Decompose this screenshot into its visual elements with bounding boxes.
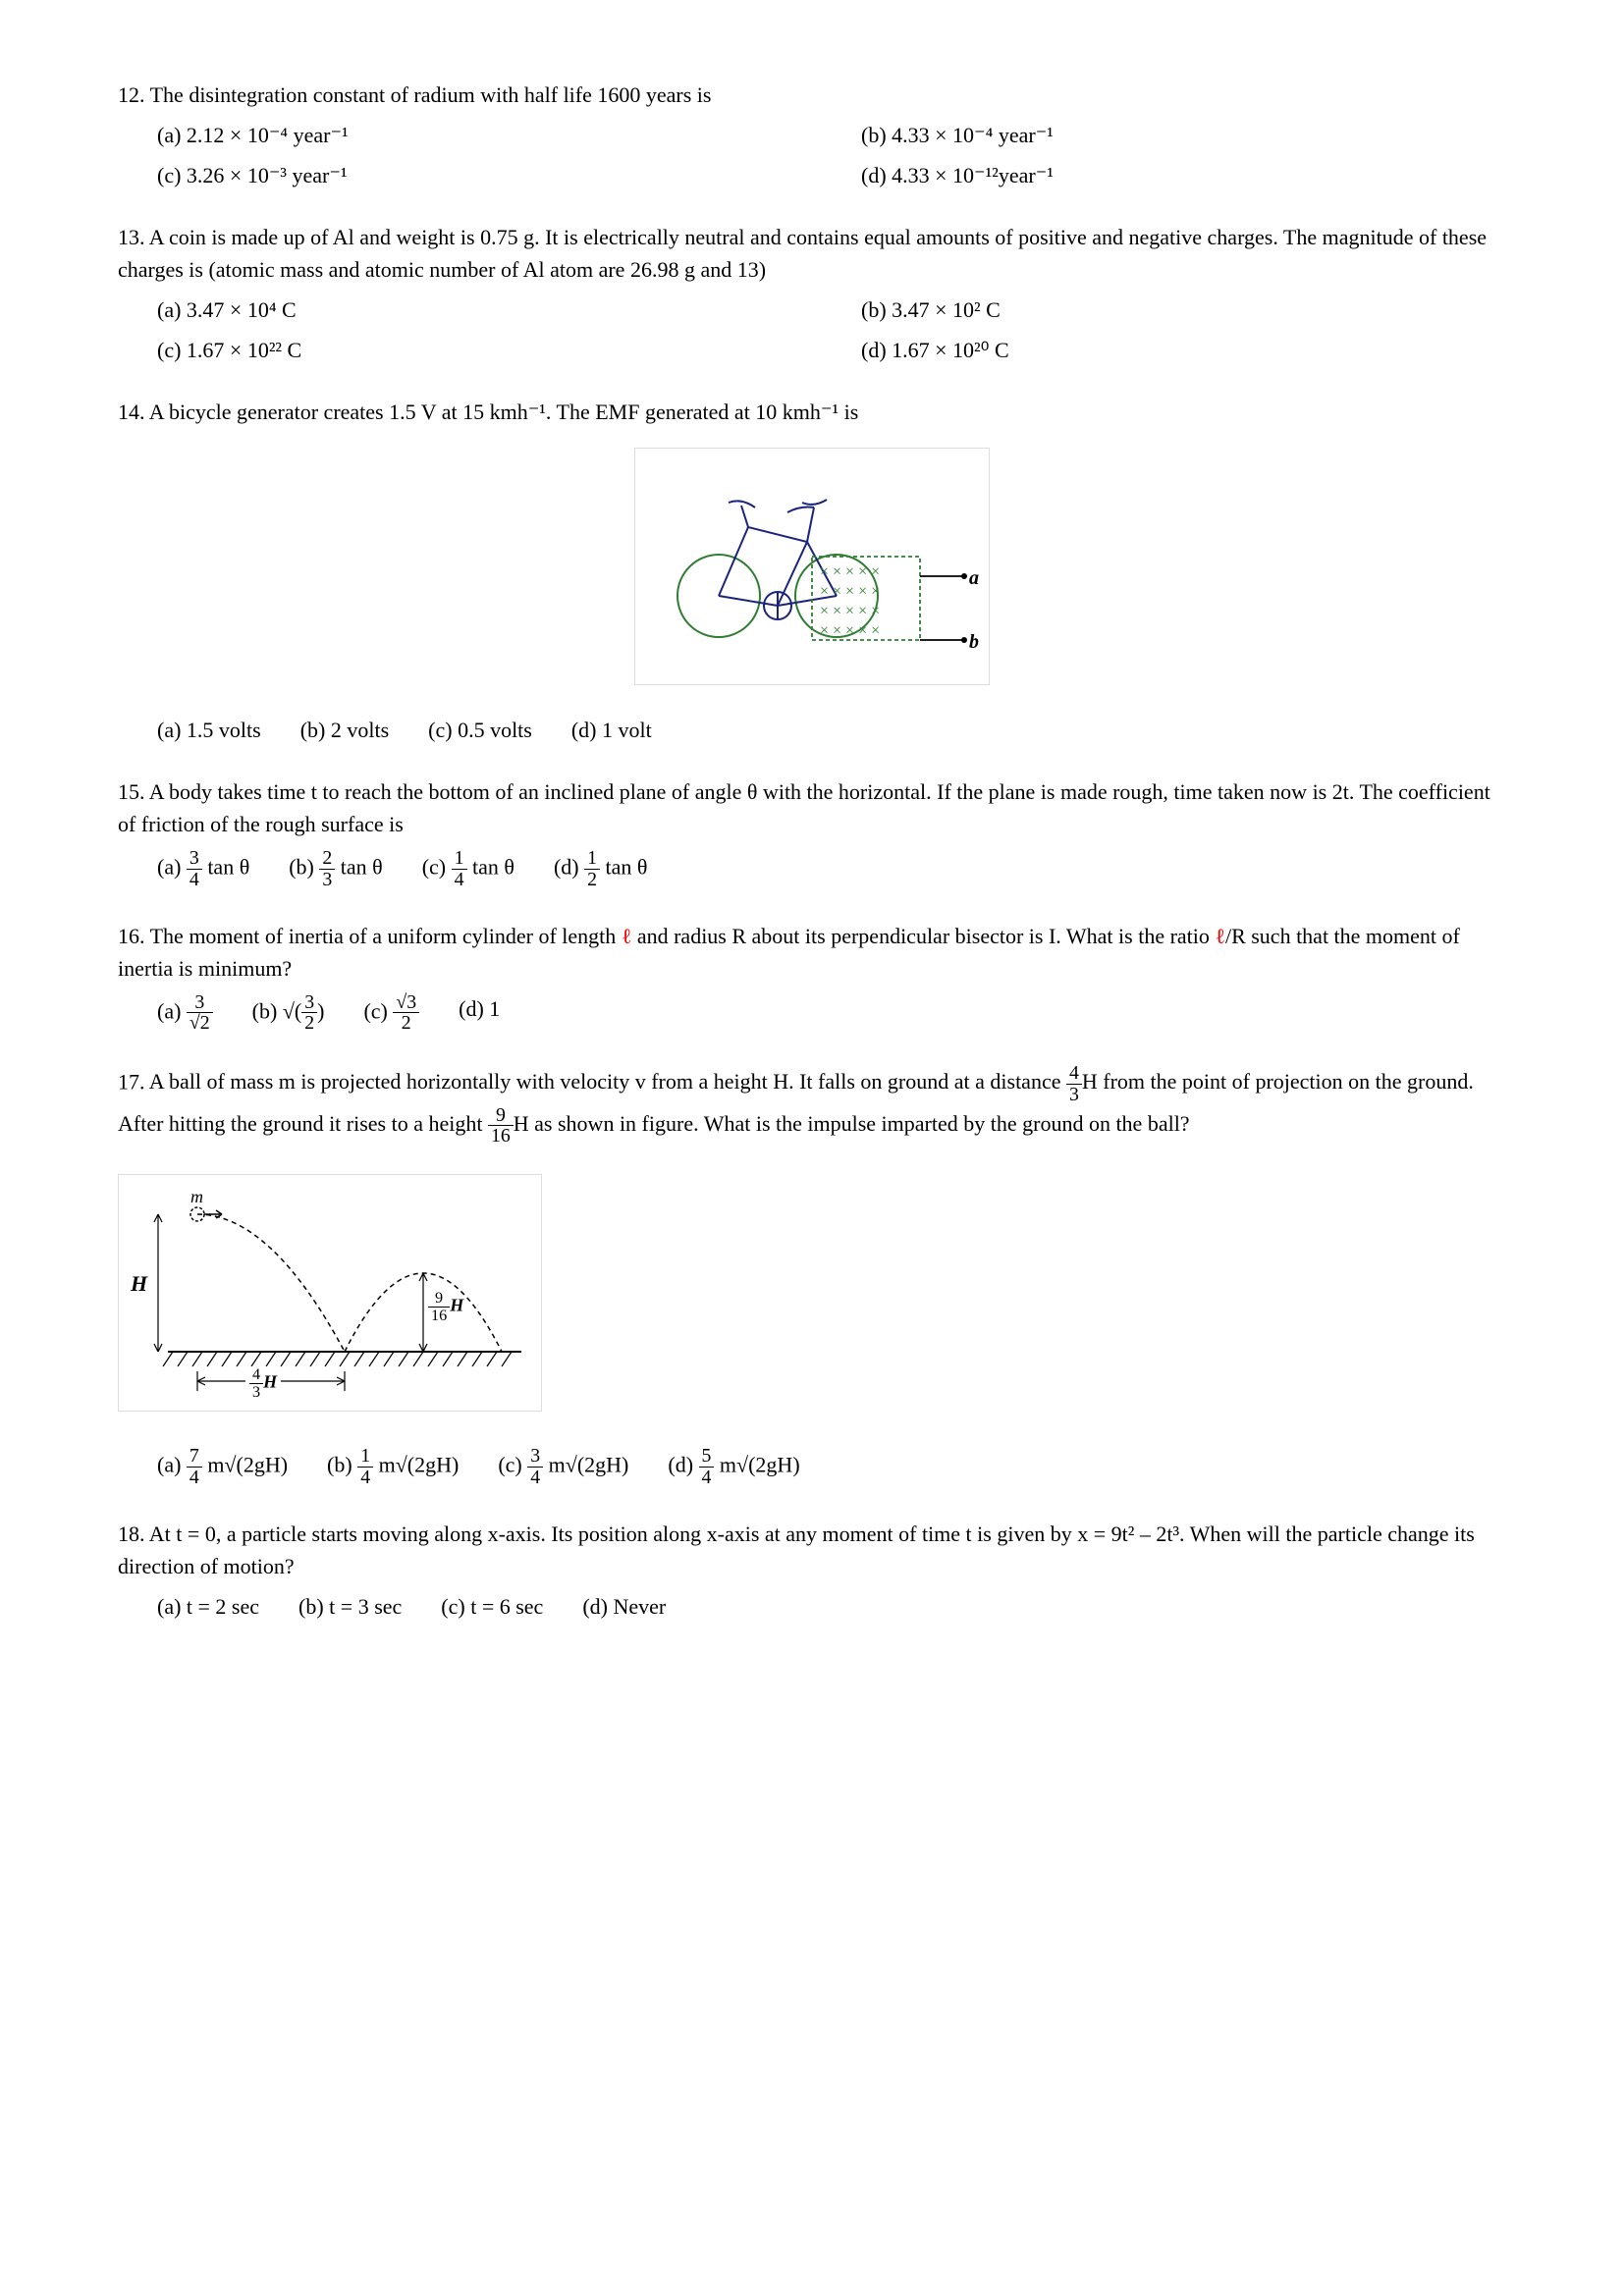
svg-text:× × × × ×: × × × × × [820,583,880,600]
bicycle-diagram: × × × × × × × × × × × × × × × × × × × × … [634,448,990,685]
question-17: 17. A ball of mass m is projected horizo… [118,1063,1506,1488]
q14-header: 14. A bicycle generator creates 1.5 V at… [118,396,1506,428]
question-13: 13. A coin is made up of Al and weight i… [118,221,1506,366]
q12-opt-a: (a) 2.12 × 10⁻⁴ year⁻¹ [157,119,802,151]
q14-opt-c: (c) 0.5 volts [428,714,532,746]
q16-t2: and radius R about its perpendicular bis… [631,924,1215,948]
q12-number: 12. [118,82,145,107]
q15-opt-d: (d) 12 tan θ [554,848,647,890]
q12-header: 12. The disintegration constant of radiu… [118,79,1506,111]
q16-opt-d: (d) 1 [459,992,500,1035]
q16-opt-a: (a) 3√2 [157,992,213,1035]
q15-options: (a) 34 tan θ (b) 23 tan θ (c) 14 tan θ (… [157,848,1506,890]
q16-number: 16. [118,924,145,948]
q16-header: 16. The moment of inertia of a uniform c… [118,920,1506,985]
q17-header: 17. A ball of mass m is projected horizo… [118,1063,1506,1147]
q15-header: 15. A body takes time t to reach the bot… [118,775,1506,840]
q13-text: A coin is made up of Al and weight is 0.… [118,225,1487,282]
q17-opt-d: (d) 54 m√(2gH) [668,1446,799,1488]
q13-opt-a: (a) 3.47 × 10⁴ C [157,294,802,326]
q13-opt-b: (b) 3.47 × 10² C [861,294,1506,326]
q15-text: A body takes time t to reach the bottom … [118,779,1490,836]
q16-options: (a) 3√2 (b) √(32) (c) √32 (d) 1 [157,992,1506,1035]
q14-opt-d: (d) 1 volt [571,714,652,746]
q14-figure: × × × × × × × × × × × × × × × × × × × × … [118,448,1506,694]
q14-opt-a: (a) 1.5 volts [157,714,261,746]
q16-opt-c: (c) √32 [363,992,419,1035]
q18-opt-b: (b) t = 3 sec [298,1590,402,1623]
q17-opt-c: (c) 34 m√(2gH) [498,1446,628,1488]
q18-number: 18. [118,1522,145,1546]
svg-text:× × × × ×: × × × × × [820,622,880,639]
q16-text: The moment of inertia of a uniform cylin… [118,924,1460,981]
q18-opt-a: (a) t = 2 sec [157,1590,259,1623]
q13-header: 13. A coin is made up of Al and weight i… [118,221,1506,286]
q15-opt-c: (c) 14 tan θ [422,848,514,890]
q12-opt-c: (c) 3.26 × 10⁻³ year⁻¹ [157,159,802,191]
q16-t1: The moment of inertia of a uniform cylin… [150,924,622,948]
q18-opt-d: (d) Never [582,1590,666,1623]
q17-text: A ball of mass m is projected horizontal… [118,1069,1474,1136]
svg-text:× × × × ×: × × × × × [820,603,880,619]
projectile-diagram: m H [118,1174,542,1412]
q16-opt-b: (b) √(32) [252,992,325,1035]
q18-header: 18. At t = 0, a particle starts moving a… [118,1518,1506,1582]
q12-text: The disintegration constant of radium wi… [150,82,712,107]
q17-opt-a: (a) 74 m√(2gH) [157,1446,288,1488]
question-16: 16. The moment of inertia of a uniform c… [118,920,1506,1035]
svg-text:H: H [130,1271,148,1296]
question-12: 12. The disintegration constant of radiu… [118,79,1506,191]
question-18: 18. At t = 0, a particle starts moving a… [118,1518,1506,1623]
q15-number: 15. [118,779,145,804]
q16-ell1: ℓ [622,924,632,948]
svg-text:a: a [969,567,979,589]
question-14: 14. A bicycle generator creates 1.5 V at… [118,396,1506,746]
q17-figure: m H 43H 916H [118,1174,542,1420]
q13-opt-c: (c) 1.67 × 10²² C [157,334,802,366]
q16-ell2: ℓ [1215,924,1225,948]
q12-opt-d: (d) 4.33 × 10⁻¹²year⁻¹ [861,159,1506,191]
q14-number: 14. [118,400,145,424]
q14-opt-b: (b) 2 volts [300,714,389,746]
q12-options: (a) 2.12 × 10⁻⁴ year⁻¹ (b) 4.33 × 10⁻⁴ y… [157,119,1506,191]
q12-opt-b: (b) 4.33 × 10⁻⁴ year⁻¹ [861,119,1506,151]
q17-number: 17. [118,1069,145,1094]
q18-opt-c: (c) t = 6 sec [441,1590,543,1623]
q13-number: 13. [118,225,145,249]
svg-text:× × × × ×: × × × × × [820,563,880,580]
q13-options: (a) 3.47 × 10⁴ C (b) 3.47 × 10² C (c) 1.… [157,294,1506,366]
q14-options: (a) 1.5 volts (b) 2 volts (c) 0.5 volts … [157,714,1506,746]
q13-opt-d: (d) 1.67 × 10²⁰ C [861,334,1506,366]
question-15: 15. A body takes time t to reach the bot… [118,775,1506,890]
q17-bottom-label: 43H [245,1366,281,1401]
q15-opt-a: (a) 34 tan θ [157,848,249,890]
q15-opt-b: (b) 23 tan θ [289,848,382,890]
q17-right-label: 916H [428,1290,463,1324]
q18-options: (a) t = 2 sec (b) t = 3 sec (c) t = 6 se… [157,1590,1506,1623]
q14-text: A bicycle generator creates 1.5 V at 15 … [149,400,859,424]
q17-opt-b: (b) 14 m√(2gH) [327,1446,459,1488]
svg-text:m: m [190,1187,203,1206]
svg-text:b: b [969,631,979,653]
q18-text: At t = 0, a particle starts moving along… [118,1522,1475,1578]
q17-options: (a) 74 m√(2gH) (b) 14 m√(2gH) (c) 34 m√(… [157,1446,1506,1488]
